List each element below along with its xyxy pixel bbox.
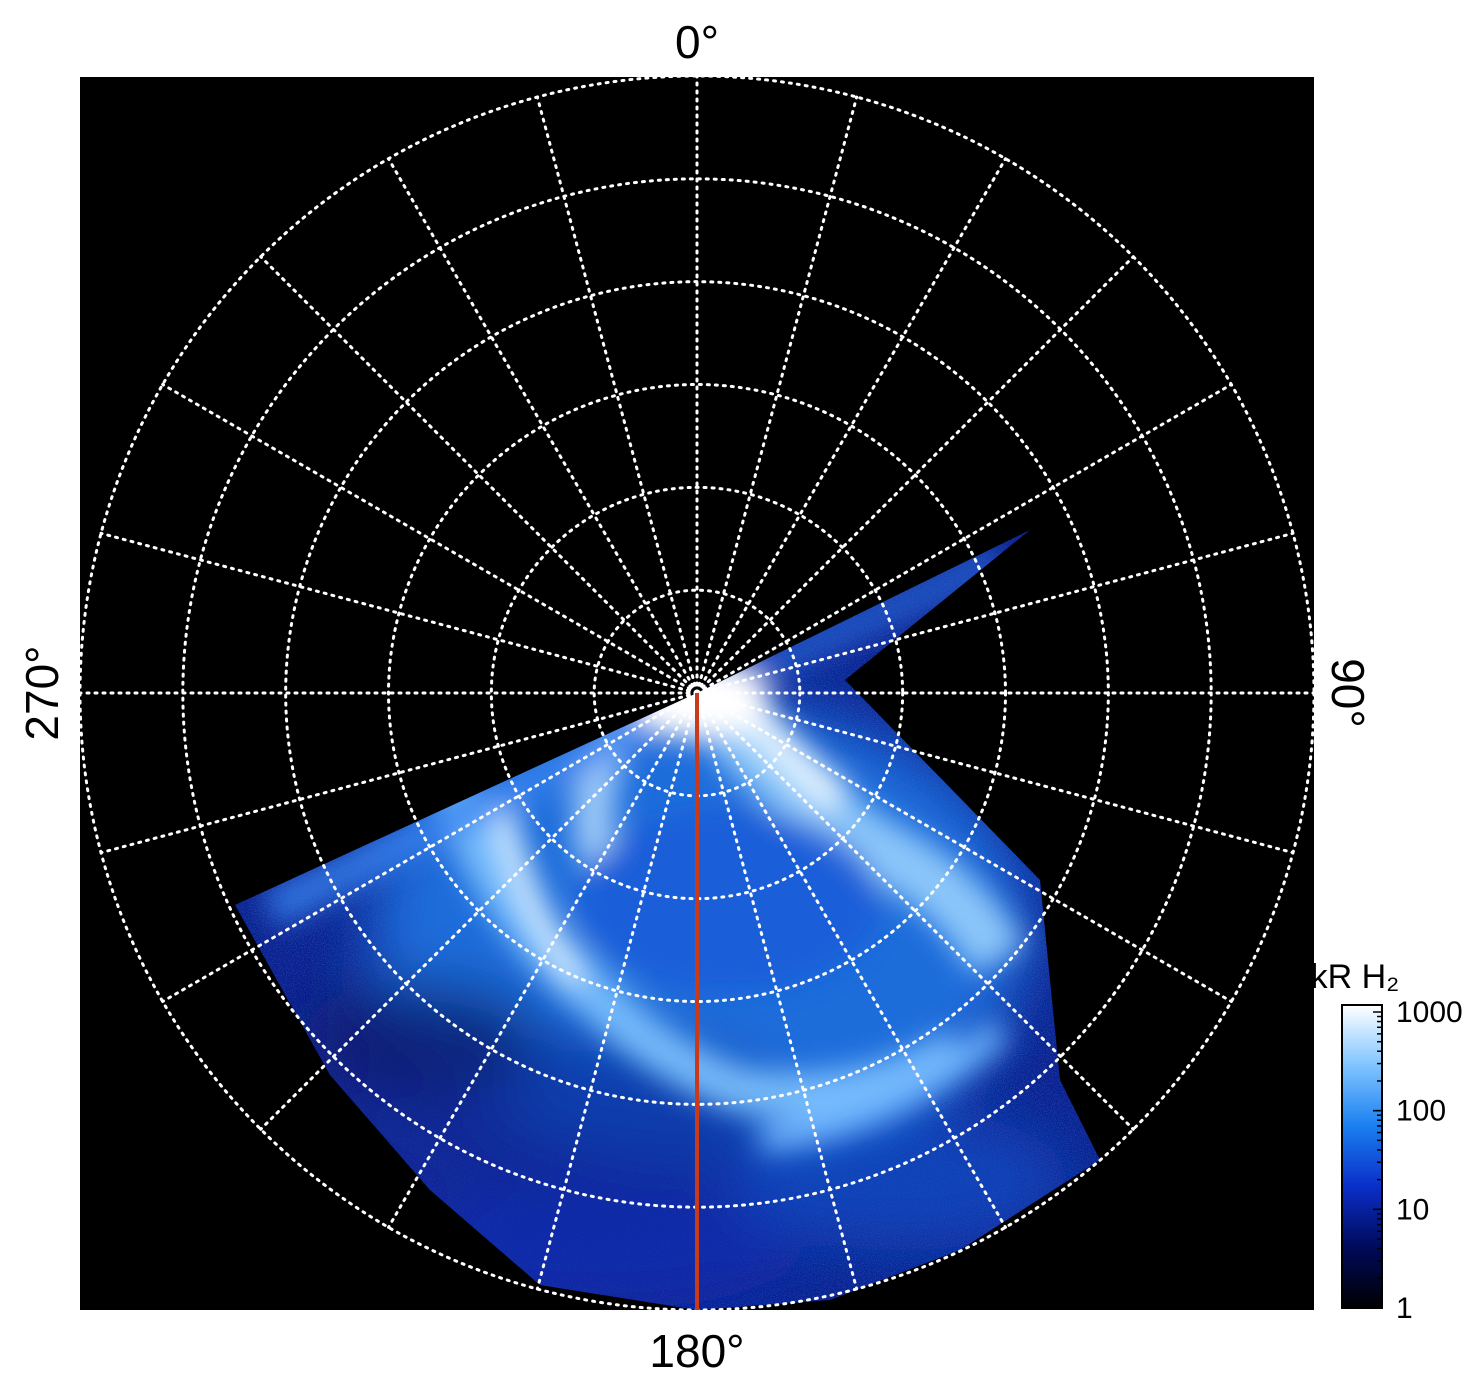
angle-label-90: 90° (1322, 658, 1374, 728)
grid-spoke (695, 255, 1135, 695)
grid-spoke (161, 691, 699, 1003)
grid-spoke (259, 691, 699, 1131)
colorbar: kR H₂ 1 10 100 1000 (1311, 958, 1463, 1325)
grid-spoke (695, 691, 1135, 1131)
grid-spoke (695, 691, 1233, 1003)
grid-spokes (80, 77, 1314, 1310)
angle-label-0: 0° (675, 16, 719, 68)
colorbar-tick-label: 1 (1396, 1292, 1413, 1325)
grid-ring (387, 383, 1007, 1003)
grid-spoke (259, 255, 699, 695)
grid-spoke (387, 691, 699, 1229)
colorbar-tick-label: 1000 (1396, 996, 1463, 1029)
grid-spoke (387, 157, 699, 695)
colorbar-title: kR H₂ (1311, 958, 1400, 996)
colorbar-scale (1341, 1004, 1383, 1309)
grid-spoke (695, 691, 1295, 855)
colorbar-ticks: 1 10 100 1000 (1373, 996, 1463, 1325)
grid-spoke (99, 691, 699, 855)
grid-spoke (695, 157, 1007, 695)
grid-spoke (695, 95, 859, 695)
grid-spoke (535, 691, 699, 1291)
grid-spoke (161, 383, 699, 695)
colorbar-tick-label: 10 (1396, 1193, 1429, 1226)
grid-spoke (695, 691, 859, 1291)
grid-spoke (99, 531, 699, 695)
grid-spoke (695, 531, 1295, 695)
colorbar-tick-label: 100 (1396, 1095, 1446, 1128)
angle-label-270: 270° (16, 645, 68, 740)
grid-spoke (695, 691, 1007, 1229)
grid-spoke (535, 95, 699, 695)
grid-spoke (695, 383, 1233, 695)
angle-label-180: 180° (649, 1325, 744, 1377)
